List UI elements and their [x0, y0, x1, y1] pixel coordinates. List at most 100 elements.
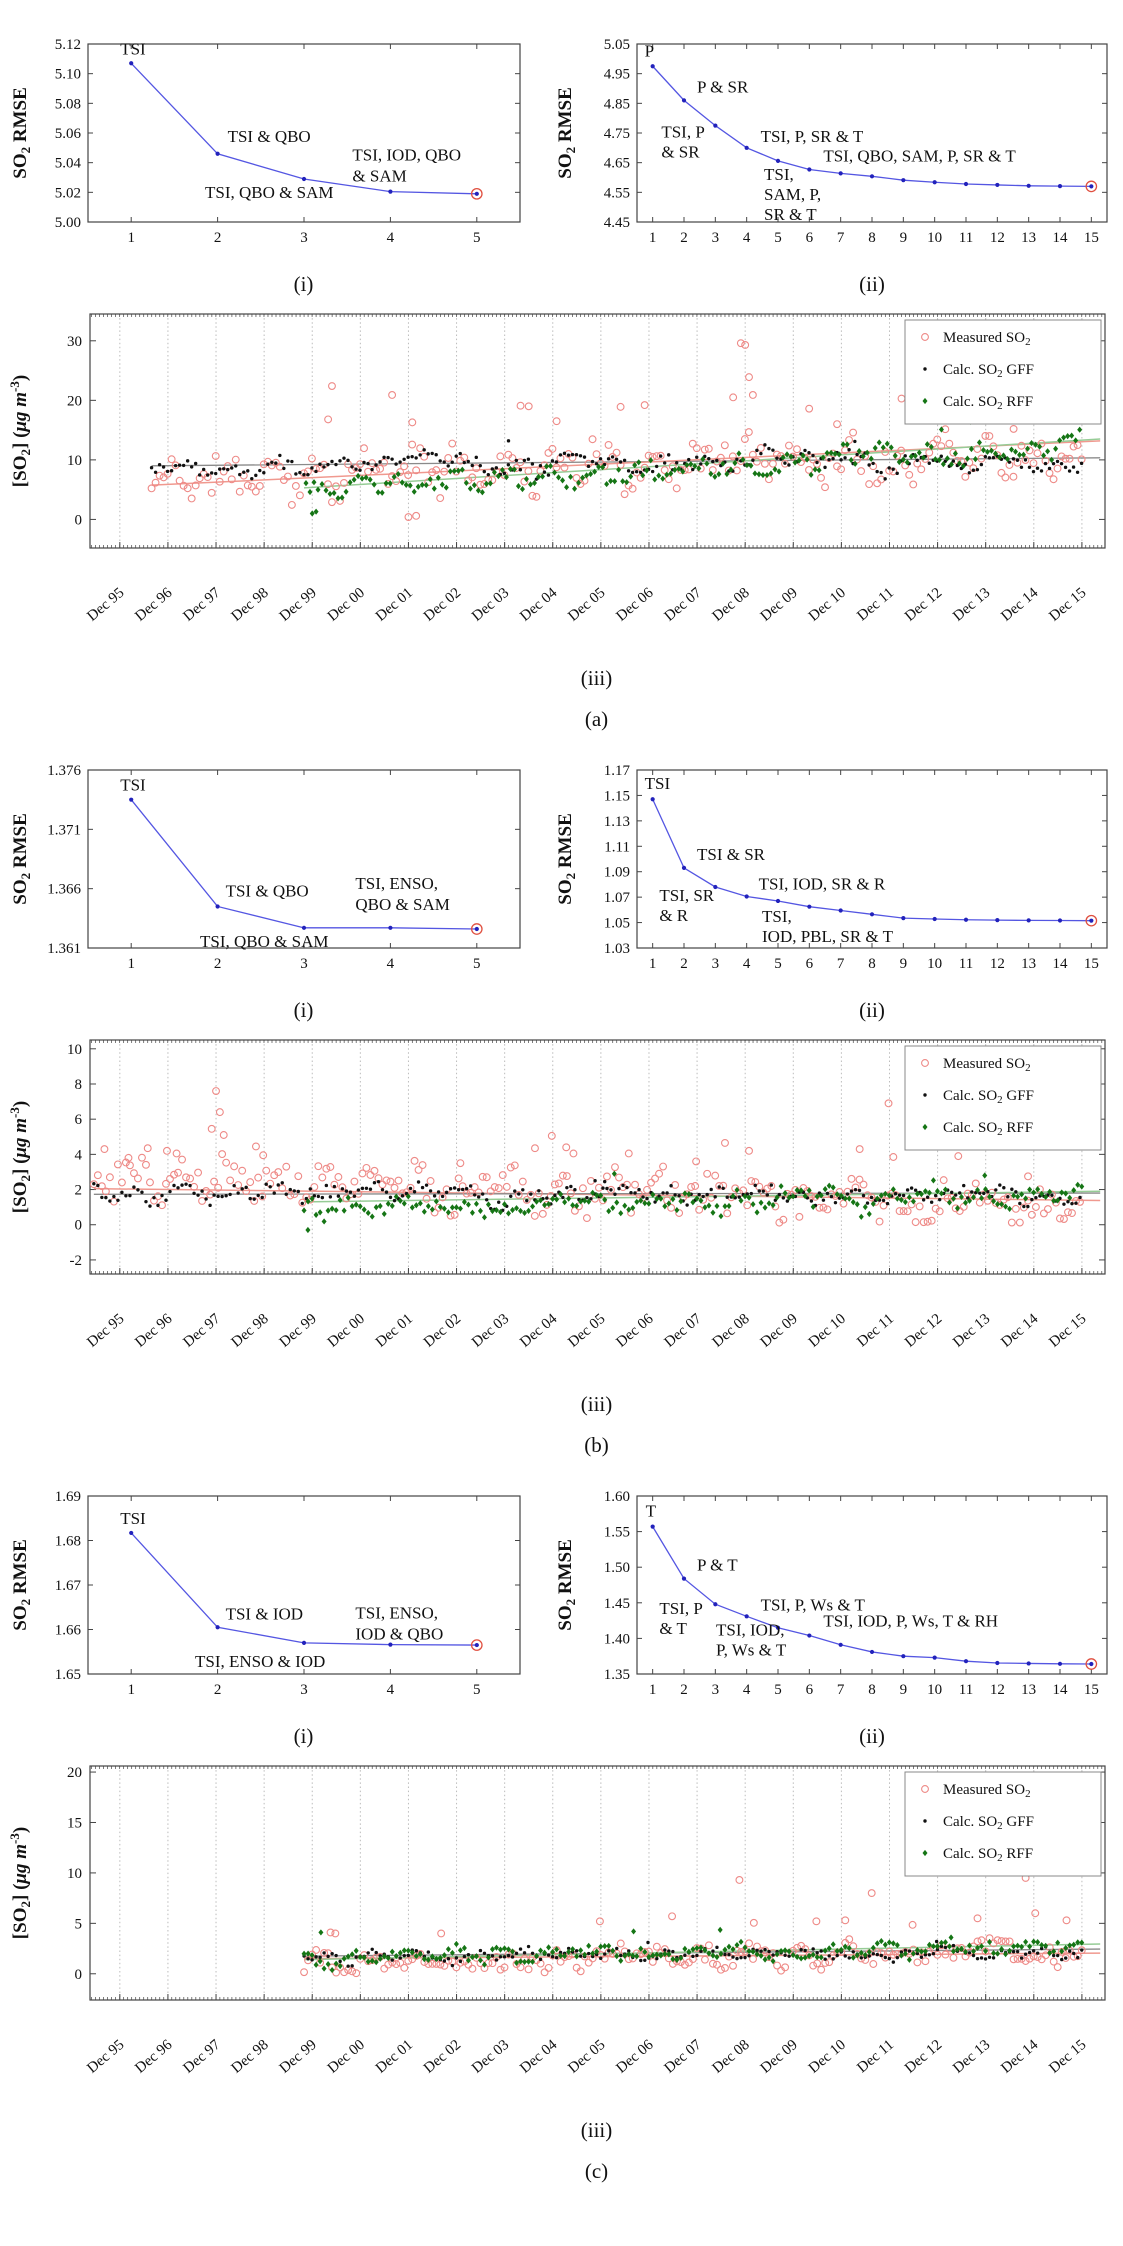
svg-text:1.67: 1.67 — [55, 1578, 82, 1594]
caption-c-iii: (iii) — [580, 2118, 613, 2142]
svg-text:4: 4 — [387, 230, 395, 246]
svg-text:Dec 11: Dec 11 — [854, 1311, 897, 1350]
svg-text:SO2 RMSE: SO2 RMSE — [555, 813, 578, 905]
rmse-chart-c-i: 1 2 3 4 5 1.65 1.66 1.67 1.68 1.69 SO2 RMSE TSI TSI … — [0, 1482, 545, 1716]
svg-text:TSI & QBO: TSI & QBO — [226, 881, 309, 900]
rmse-chart-a-ii: 1 2 3 4 5 6 7 8 9 10 11 12 13 14 15 4.45 4.55 4.65 4.75 4.8… — [545, 30, 1123, 264]
svg-text:6: 6 — [75, 1112, 83, 1128]
svg-text:3: 3 — [300, 956, 308, 972]
svg-text:[SO2] (μg m-3): [SO2] (μg m-3) — [7, 375, 33, 487]
svg-text:Dec 14: Dec 14 — [998, 1310, 1042, 1350]
svg-text:Measured SO2: Measured SO2 — [943, 1782, 1031, 1800]
svg-text:1.17: 1.17 — [604, 763, 631, 779]
svg-text:Calc. SO2 RFF: Calc. SO2 RFF — [943, 1846, 1033, 1864]
svg-text:5.10: 5.10 — [55, 67, 81, 83]
svg-text:Dec 04: Dec 04 — [517, 584, 561, 624]
svg-text:Dec 02: Dec 02 — [421, 1311, 464, 1351]
svg-text:4: 4 — [743, 1682, 751, 1698]
svg-text:1.371: 1.371 — [47, 822, 81, 838]
svg-text:8: 8 — [868, 230, 876, 246]
rmse-chart-a-ii-svg: 1 2 3 4 5 6 7 8 9 10 11 12 13 14 154.454.554.654.754.8… — [555, 37, 1108, 246]
svg-text:9: 9 — [900, 1682, 908, 1698]
svg-text:4.65: 4.65 — [604, 156, 630, 172]
svg-text:SAM, P,: SAM, P, — [764, 185, 821, 204]
svg-text:Dec 00: Dec 00 — [325, 2037, 368, 2077]
svg-text:5.05: 5.05 — [604, 37, 630, 53]
caption-a-ii: (ii) — [859, 272, 885, 296]
svg-text:Dec 98: Dec 98 — [229, 2037, 272, 2077]
svg-text:9: 9 — [900, 230, 908, 246]
svg-text:Dec 97: Dec 97 — [180, 2036, 224, 2076]
timeseries-chart-b-iii-svg: Dec 95 Dec 96 Dec 97 Dec 98 Dec 99 Dec 00 Dec … — [7, 1039, 1106, 1351]
svg-text:TSI: TSI — [120, 39, 146, 58]
caption-a-i: (i) — [293, 272, 314, 296]
svg-text:13: 13 — [1021, 956, 1036, 972]
svg-text:Dec 05: Dec 05 — [565, 2037, 608, 2077]
timeseries-chart-c-iii: Dec 95 Dec 96 Dec 97 Dec 98 Dec 99 Dec 00 Dec … — [0, 1760, 1123, 2112]
svg-text:TSI, P, Ws & T: TSI, P, Ws & T — [761, 1595, 866, 1614]
svg-text:Dec 06: Dec 06 — [613, 2036, 657, 2076]
svg-text:Dec 98: Dec 98 — [229, 1311, 272, 1351]
svg-text:20: 20 — [67, 1765, 82, 1781]
svg-text:Dec 11: Dec 11 — [854, 585, 897, 624]
svg-text:5.00: 5.00 — [55, 215, 81, 231]
svg-text:Dec 97: Dec 97 — [180, 584, 224, 624]
svg-text:1.361: 1.361 — [47, 941, 81, 957]
svg-text:7: 7 — [837, 1682, 845, 1698]
svg-text:2: 2 — [214, 230, 222, 246]
rmse-chart-b-i-svg: 1 2 3 4 5 1.361 1.366 1.371 1.376 SO2 RMSE TSI TSI … — [10, 763, 521, 972]
svg-text:1.68: 1.68 — [55, 1534, 81, 1550]
rmse-chart-b-ii-svg: 1 2 3 4 5 6 7 8 9 10 11 12 13 14 151.031.051.071.091.1… — [555, 763, 1108, 972]
svg-text:Measured SO2: Measured SO2 — [943, 330, 1031, 348]
svg-text:1.55: 1.55 — [604, 1525, 630, 1541]
svg-text:5.04: 5.04 — [55, 156, 82, 172]
svg-text:4.85: 4.85 — [604, 96, 630, 112]
svg-text:TSI: TSI — [120, 776, 146, 795]
svg-text:14: 14 — [1053, 230, 1069, 246]
svg-text:Dec 98: Dec 98 — [229, 585, 272, 625]
svg-text:SO2 RMSE: SO2 RMSE — [555, 87, 578, 179]
svg-text:SO2 RMSE: SO2 RMSE — [10, 813, 33, 905]
svg-text:Calc. SO2 GFF: Calc. SO2 GFF — [943, 362, 1034, 380]
svg-text:2: 2 — [214, 1682, 222, 1698]
svg-text:Dec 08: Dec 08 — [710, 585, 753, 625]
svg-text:TSI, QBO & SAM: TSI, QBO & SAM — [200, 932, 328, 951]
svg-text:[SO2] (μg m-3): [SO2] (μg m-3) — [7, 1827, 33, 1939]
svg-text:1.65: 1.65 — [55, 1667, 81, 1683]
svg-text:11: 11 — [959, 1682, 973, 1698]
svg-text:3: 3 — [300, 1682, 308, 1698]
svg-text:1.50: 1.50 — [604, 1560, 630, 1576]
svg-text:0: 0 — [75, 512, 83, 528]
svg-text:15: 15 — [67, 1815, 82, 1831]
svg-text:15: 15 — [1084, 1682, 1099, 1698]
svg-text:1.11: 1.11 — [604, 839, 630, 855]
svg-text:Dec 05: Dec 05 — [565, 1311, 608, 1351]
figure-page: 1 2 3 4 5 5.00 5.02 5.04 5.06 5.08 5.10 5.12 SO2 RMS… — [0, 30, 1123, 2183]
svg-text:Dec 02: Dec 02 — [421, 2037, 464, 2077]
svg-text:TSI: TSI — [645, 774, 671, 793]
svg-text:5: 5 — [473, 1682, 481, 1698]
svg-text:[SO2] (μg m-3): [SO2] (μg m-3) — [7, 1101, 33, 1213]
svg-text:15: 15 — [1084, 956, 1099, 972]
svg-text:5.06: 5.06 — [55, 126, 82, 142]
svg-text:1.13: 1.13 — [604, 814, 630, 830]
svg-text:QBO & SAM: QBO & SAM — [355, 895, 449, 914]
svg-text:10: 10 — [927, 230, 942, 246]
svg-text:TSI & SR: TSI & SR — [697, 845, 766, 864]
svg-text:1.40: 1.40 — [604, 1631, 630, 1647]
svg-text:Dec 07: Dec 07 — [661, 2036, 705, 2076]
caption-row-b: (i) (ii) — [0, 990, 1123, 1034]
svg-text:P: P — [645, 41, 654, 60]
svg-text:0: 0 — [75, 1218, 83, 1234]
rmse-chart-c-ii-svg: 1 2 3 4 5 6 7 8 9 10 11 12 13 14 151.351.401.451.501.5… — [555, 1489, 1108, 1698]
svg-text:Dec 08: Dec 08 — [710, 1311, 753, 1351]
svg-text:5: 5 — [473, 956, 481, 972]
svg-text:5.08: 5.08 — [55, 96, 81, 112]
svg-text:SO2 RMSE: SO2 RMSE — [10, 1539, 33, 1631]
svg-text:Dec 00: Dec 00 — [325, 1311, 368, 1351]
svg-text:1: 1 — [649, 956, 657, 972]
caption-b-iii: (iii) — [580, 1392, 613, 1416]
svg-text:& T: & T — [659, 1619, 687, 1638]
svg-text:20: 20 — [67, 393, 82, 409]
svg-text:1: 1 — [127, 1682, 135, 1698]
